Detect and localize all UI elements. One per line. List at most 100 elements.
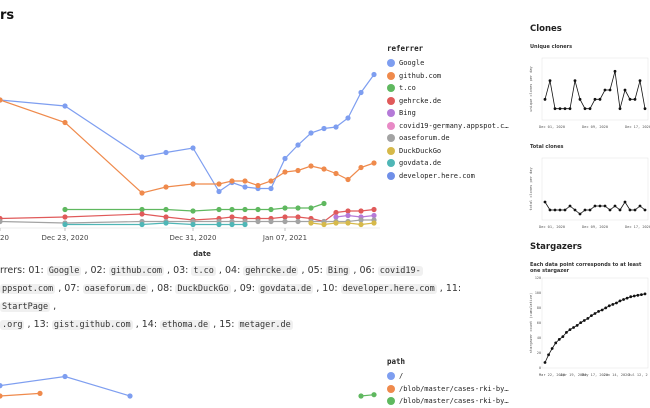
data-point[interactable] — [229, 178, 235, 184]
data-point[interactable] — [190, 221, 196, 228]
data-point[interactable] — [578, 212, 582, 216]
data-point[interactable] — [255, 218, 261, 225]
data-point[interactable] — [557, 338, 561, 341]
data-point[interactable] — [295, 214, 301, 220]
data-point[interactable] — [613, 204, 617, 208]
data-point[interactable] — [572, 326, 575, 329]
data-point[interactable] — [573, 208, 577, 212]
data-point[interactable] — [593, 204, 597, 208]
data-point[interactable] — [548, 79, 552, 83]
data-point[interactable] — [268, 218, 274, 225]
data-point[interactable] — [255, 206, 261, 213]
data-point[interactable] — [613, 69, 617, 73]
data-point[interactable] — [216, 188, 222, 195]
data-point[interactable] — [358, 217, 364, 223]
data-point[interactable] — [333, 220, 339, 226]
data-point[interactable] — [163, 220, 169, 226]
data-point[interactable] — [371, 212, 377, 219]
data-point[interactable] — [282, 205, 288, 211]
data-point[interactable] — [586, 317, 590, 320]
legend-item[interactable]: t.co — [387, 82, 509, 95]
data-point[interactable] — [543, 361, 547, 364]
data-point[interactable] — [588, 107, 592, 111]
data-point[interactable] — [37, 390, 43, 396]
data-point[interactable] — [615, 301, 618, 305]
data-point[interactable] — [321, 221, 327, 228]
data-point[interactable] — [190, 181, 196, 187]
legend-item[interactable]: Bing — [387, 107, 509, 120]
data-point[interactable] — [579, 321, 583, 324]
data-point[interactable] — [282, 214, 288, 220]
data-point[interactable] — [548, 208, 552, 212]
data-point[interactable] — [282, 169, 288, 175]
data-point[interactable] — [583, 208, 587, 212]
legend-item[interactable]: developer.here.com — [387, 170, 509, 183]
data-point[interactable] — [611, 303, 615, 306]
data-point[interactable] — [558, 107, 562, 111]
data-point[interactable] — [62, 373, 68, 380]
data-point[interactable] — [62, 103, 68, 109]
data-point[interactable] — [590, 314, 593, 317]
legend-item[interactable]: /blob/master/cases-rki-by… — [387, 383, 509, 396]
data-point[interactable] — [598, 97, 602, 101]
data-point[interactable] — [629, 295, 633, 299]
data-point[interactable] — [593, 312, 597, 315]
data-point[interactable] — [0, 393, 3, 399]
data-point[interactable] — [255, 182, 261, 189]
data-point[interactable] — [139, 206, 145, 213]
data-point[interactable] — [163, 214, 169, 220]
legend-item[interactable]: covid19-germany.appspot.c… — [387, 120, 509, 133]
data-point[interactable] — [358, 393, 364, 399]
data-point[interactable] — [643, 292, 647, 296]
data-point[interactable] — [321, 125, 327, 132]
legend-item[interactable]: Google — [387, 57, 509, 70]
legend-item[interactable]: oaseforum.de — [387, 132, 509, 145]
data-point[interactable] — [371, 392, 377, 398]
data-point[interactable] — [345, 220, 351, 226]
data-point[interactable] — [321, 166, 327, 172]
data-point[interactable] — [550, 347, 554, 350]
data-point[interactable] — [190, 145, 196, 151]
data-point[interactable] — [603, 204, 607, 208]
data-point[interactable] — [308, 130, 314, 136]
data-point[interactable] — [295, 142, 301, 148]
data-point[interactable] — [62, 206, 68, 213]
data-point[interactable] — [593, 97, 597, 101]
data-point[interactable] — [628, 97, 632, 101]
data-point[interactable] — [295, 218, 301, 225]
data-point[interactable] — [139, 154, 145, 160]
data-point[interactable] — [216, 206, 222, 213]
data-point[interactable] — [345, 176, 351, 183]
data-point[interactable] — [553, 107, 557, 111]
data-point[interactable] — [0, 383, 3, 389]
data-point[interactable] — [625, 296, 629, 300]
legend-item[interactable]: gehrcke.de — [387, 95, 509, 108]
data-point[interactable] — [618, 208, 622, 212]
data-point[interactable] — [229, 214, 235, 220]
data-point[interactable] — [163, 206, 169, 213]
data-point[interactable] — [568, 107, 572, 111]
data-point[interactable] — [623, 88, 627, 92]
legend-item[interactable]: / — [387, 370, 509, 383]
data-point[interactable] — [163, 184, 169, 190]
data-point[interactable] — [543, 97, 547, 101]
data-point[interactable] — [568, 204, 572, 208]
data-point[interactable] — [295, 167, 301, 174]
data-point[interactable] — [598, 204, 602, 208]
data-point[interactable] — [358, 208, 364, 214]
data-point[interactable] — [543, 200, 547, 204]
data-point[interactable] — [618, 299, 622, 303]
data-point[interactable] — [321, 200, 327, 207]
data-point[interactable] — [242, 221, 248, 228]
data-point[interactable] — [575, 324, 579, 327]
legend-item[interactable]: /blob/master/cases-rki-by… — [387, 395, 509, 408]
data-point[interactable] — [633, 208, 637, 212]
data-point[interactable] — [242, 184, 248, 190]
data-point[interactable] — [565, 331, 568, 334]
legend-item[interactable]: github.com — [387, 70, 509, 83]
data-point[interactable] — [636, 293, 640, 297]
data-point[interactable] — [607, 304, 611, 308]
data-point[interactable] — [216, 181, 222, 187]
data-point[interactable] — [563, 208, 567, 212]
data-point[interactable] — [358, 221, 364, 228]
